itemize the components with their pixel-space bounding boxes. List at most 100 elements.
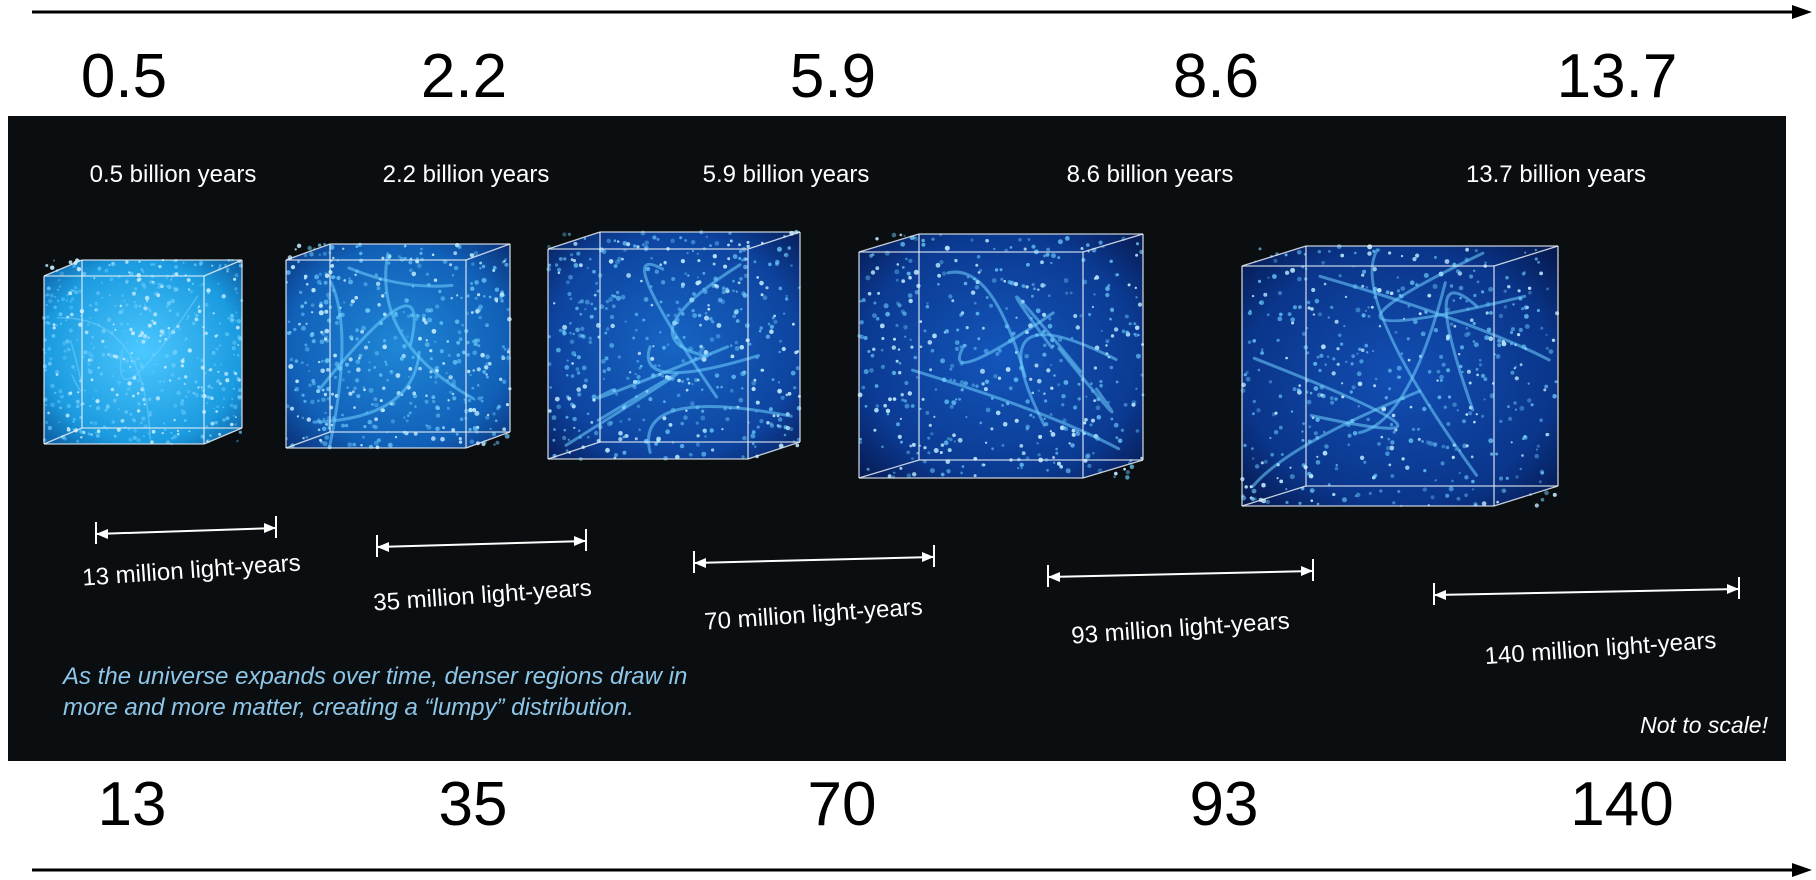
galaxy-dot bbox=[300, 304, 305, 309]
galaxy-dot bbox=[484, 365, 489, 370]
galaxy-dot bbox=[1244, 485, 1248, 489]
galaxy-dot bbox=[573, 426, 576, 429]
galaxy-dot bbox=[725, 287, 729, 291]
galaxy-dot bbox=[113, 434, 117, 438]
galaxy-dot bbox=[341, 413, 344, 417]
galaxy-dot bbox=[124, 410, 129, 414]
galaxy-dot bbox=[865, 275, 871, 281]
galaxy-dot bbox=[141, 416, 146, 421]
galaxy-dot bbox=[367, 419, 373, 425]
galaxy-dot bbox=[692, 292, 696, 296]
galaxy-dot bbox=[1009, 246, 1013, 249]
galaxy-dot bbox=[576, 251, 581, 256]
galaxy-dot bbox=[120, 322, 123, 326]
galaxy-dot bbox=[496, 406, 500, 411]
galaxy-dot bbox=[210, 421, 215, 426]
time-label: 2.2 billion years bbox=[383, 161, 550, 188]
galaxy-dot bbox=[1545, 346, 1549, 350]
galaxy-dot bbox=[129, 412, 133, 416]
galaxy-dot bbox=[321, 397, 326, 403]
galaxy-dot bbox=[1503, 305, 1508, 309]
galaxy-dot bbox=[354, 295, 359, 300]
galaxy-dot bbox=[1412, 319, 1418, 325]
galaxy-dot bbox=[879, 323, 885, 329]
galaxy-dot bbox=[355, 245, 359, 249]
galaxy-dot bbox=[160, 283, 163, 287]
galaxy-dot bbox=[110, 261, 116, 267]
galaxy-dot bbox=[142, 435, 145, 438]
galaxy-dot bbox=[1361, 284, 1365, 288]
galaxy-dot bbox=[1428, 441, 1434, 446]
galaxy-dot bbox=[317, 243, 322, 247]
galaxy-dot bbox=[114, 354, 119, 359]
galaxy-dot bbox=[1451, 479, 1454, 483]
galaxy-dot bbox=[1274, 411, 1278, 415]
galaxy-dot bbox=[114, 304, 117, 308]
galaxy-dot bbox=[460, 296, 463, 300]
galaxy-dot bbox=[330, 264, 335, 268]
galaxy-dot bbox=[135, 339, 139, 343]
galaxy-dot bbox=[179, 401, 184, 406]
galaxy-dot bbox=[325, 357, 330, 363]
galaxy-dot bbox=[324, 435, 330, 440]
galaxy-dot bbox=[44, 320, 49, 325]
galaxy-dot bbox=[412, 391, 417, 396]
galaxy-dot bbox=[1418, 312, 1422, 316]
galaxy-dot bbox=[456, 358, 462, 364]
galaxy-dot bbox=[1278, 425, 1283, 430]
galaxy-dot bbox=[695, 421, 699, 425]
galaxy-dot bbox=[306, 417, 311, 422]
galaxy-dot bbox=[428, 308, 434, 313]
galaxy-dot bbox=[1398, 375, 1402, 379]
galaxy-dot bbox=[1387, 437, 1391, 441]
galaxy-dot bbox=[1517, 289, 1521, 293]
galaxy-dot bbox=[409, 268, 413, 273]
galaxy-dot bbox=[1080, 247, 1084, 250]
galaxy-dot bbox=[1075, 325, 1081, 330]
galaxy-dot bbox=[1037, 453, 1041, 457]
galaxy-dot bbox=[1484, 261, 1487, 264]
galaxy-dot bbox=[953, 379, 956, 382]
galaxy-dot bbox=[940, 472, 945, 477]
galaxy-dot bbox=[568, 274, 573, 280]
galaxy-dot bbox=[654, 269, 659, 274]
galaxy-dot bbox=[193, 263, 197, 267]
galaxy-dot bbox=[494, 297, 499, 302]
galaxy-dot bbox=[1024, 354, 1029, 359]
galaxy-dot bbox=[350, 299, 355, 304]
galaxy-dot bbox=[142, 270, 145, 273]
galaxy-dot bbox=[1498, 313, 1504, 319]
galaxy-dot bbox=[1289, 474, 1295, 480]
galaxy-dot bbox=[901, 398, 905, 402]
galaxy-dot bbox=[360, 444, 363, 447]
galaxy-dot bbox=[1329, 396, 1334, 400]
galaxy-dot bbox=[1017, 467, 1020, 470]
galaxy-dot bbox=[155, 396, 161, 401]
galaxy-dot bbox=[609, 314, 615, 320]
galaxy-dot bbox=[921, 238, 925, 243]
galaxy-dot bbox=[1050, 364, 1053, 367]
galaxy-dot bbox=[952, 433, 956, 438]
galaxy-dot bbox=[1523, 435, 1528, 440]
galaxy-dot bbox=[758, 329, 762, 333]
galaxy-dot bbox=[1315, 417, 1320, 422]
galaxy-dot bbox=[65, 319, 68, 322]
galaxy-dot bbox=[1445, 337, 1450, 341]
galaxy-dot bbox=[1488, 438, 1494, 444]
galaxy-dot bbox=[440, 436, 445, 442]
time-label: 13.7 billion years bbox=[1466, 161, 1646, 188]
galaxy-dot bbox=[1427, 293, 1432, 298]
galaxy-dot bbox=[55, 373, 59, 376]
galaxy-dot bbox=[677, 307, 682, 311]
galaxy-dot bbox=[905, 257, 908, 261]
galaxy-dot bbox=[928, 423, 932, 427]
galaxy-dot bbox=[1473, 293, 1477, 298]
galaxy-dot bbox=[685, 388, 689, 392]
galaxy-dot bbox=[195, 393, 199, 398]
galaxy-dot bbox=[1411, 427, 1416, 432]
galaxy-dot bbox=[177, 377, 181, 381]
galaxy-dot bbox=[170, 436, 174, 440]
galaxy-dot bbox=[1470, 318, 1474, 322]
galaxy-dot bbox=[1342, 497, 1347, 503]
galaxy-dot bbox=[759, 419, 764, 424]
